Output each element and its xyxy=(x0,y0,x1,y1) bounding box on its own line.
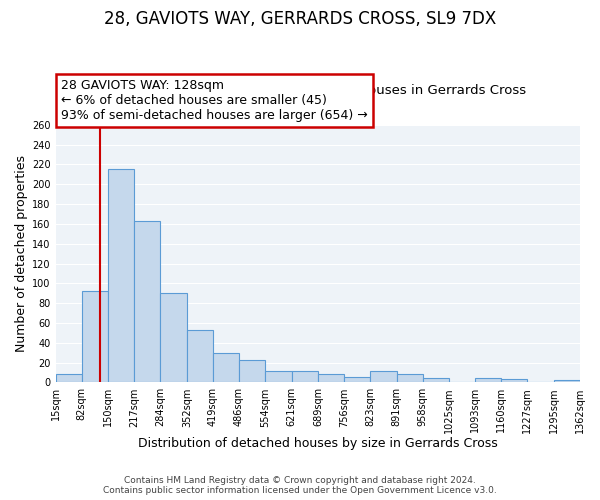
Text: 28 GAVIOTS WAY: 128sqm
← 6% of detached houses are smaller (45)
93% of semi-deta: 28 GAVIOTS WAY: 128sqm ← 6% of detached … xyxy=(61,80,368,122)
Bar xyxy=(82,291,108,382)
Text: 28, GAVIOTS WAY, GERRARDS CROSS, SL9 7DX: 28, GAVIOTS WAY, GERRARDS CROSS, SL9 7DX xyxy=(104,10,496,28)
Bar xyxy=(108,170,134,382)
Bar xyxy=(292,372,318,382)
Text: Contains HM Land Registry data © Crown copyright and database right 2024.
Contai: Contains HM Land Registry data © Crown c… xyxy=(103,476,497,495)
Bar xyxy=(265,372,292,382)
Y-axis label: Number of detached properties: Number of detached properties xyxy=(15,155,28,352)
Bar xyxy=(160,293,187,382)
Bar xyxy=(423,378,449,382)
Bar xyxy=(502,380,527,382)
Title: Size of property relative to detached houses in Gerrards Cross: Size of property relative to detached ho… xyxy=(110,84,526,98)
X-axis label: Distribution of detached houses by size in Gerrards Cross: Distribution of detached houses by size … xyxy=(138,437,498,450)
Bar xyxy=(554,380,580,382)
Bar xyxy=(475,378,502,382)
Bar xyxy=(134,221,160,382)
Bar xyxy=(344,378,370,382)
Bar xyxy=(56,374,82,382)
Bar xyxy=(370,372,397,382)
Bar xyxy=(187,330,213,382)
Bar xyxy=(397,374,423,382)
Bar xyxy=(213,352,239,382)
Bar xyxy=(239,360,265,382)
Bar xyxy=(318,374,344,382)
